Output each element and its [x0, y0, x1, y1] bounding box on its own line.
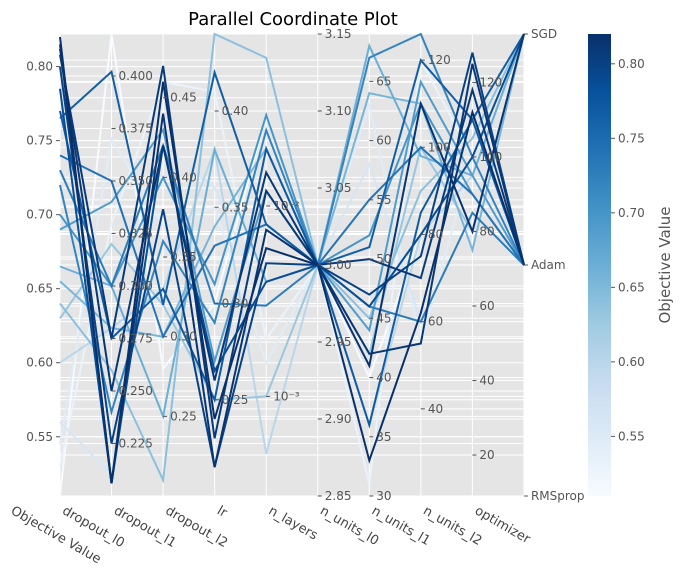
axis-tick-label: 0.300: [119, 279, 153, 293]
trial-line: [59, 33, 525, 484]
axis-tick-label: 60: [428, 315, 443, 329]
axis-tick-label: 0.275: [119, 332, 153, 346]
axis-name-label: n_layers: [266, 503, 321, 543]
axis-tick-label: 20: [479, 448, 494, 462]
colorbar-tick-label: 0.60: [618, 355, 645, 369]
axis-tick-label: 3.10: [325, 104, 352, 118]
trial-line: [59, 142, 525, 323]
axis-tick-label: 0.80: [26, 60, 53, 74]
axis-tick-label: 40: [479, 374, 494, 388]
axis-tick-label: 0.375: [119, 122, 153, 136]
axis-tick-label: SGD: [531, 27, 557, 41]
axis-tick-label: 0.350: [119, 174, 153, 188]
trial-line: [59, 33, 525, 401]
axis-tick-label: 0.40: [222, 104, 249, 118]
colorbar-tick-label: 0.65: [618, 280, 645, 294]
trial-line: [59, 36, 525, 484]
colorbar-tick-label: 0.75: [618, 131, 645, 145]
axis-tick-label: 100: [428, 140, 451, 154]
axis-tick-label: 0.25: [170, 409, 197, 423]
axis-tick-label: 0.60: [26, 356, 53, 370]
axis-tick-label: 10⁻²: [273, 199, 300, 213]
trial-line: [59, 33, 525, 484]
axis-tick-label: 0.65: [26, 282, 53, 296]
axis-tick-label: 0.75: [26, 134, 53, 148]
axis-tick-label: 0.30: [170, 330, 197, 344]
axis-tick-label: 0.35: [170, 250, 197, 264]
axis-tick-label: 0.250: [119, 384, 153, 398]
axis-tick-label: 0.325: [119, 227, 153, 241]
colorbar-tick-label: 0.70: [618, 206, 645, 220]
trial-line: [59, 33, 525, 306]
axis-tick-label: 80: [479, 224, 494, 238]
axis-tick-label: 0.35: [222, 200, 249, 214]
axis-tick-label: 3.05: [325, 181, 352, 195]
axis-tick-label: 0.70: [26, 208, 53, 222]
axis-tick-label: 80: [428, 227, 443, 241]
chart-title: Parallel Coordinate Plot: [188, 9, 398, 30]
axis-tick-label: 30: [376, 489, 391, 503]
trial-line: [59, 101, 525, 288]
axis-tick-label: 120: [428, 53, 451, 67]
trial-line: [59, 52, 525, 468]
axis-tick-label: 65: [376, 74, 391, 88]
axis-tick-label: 0.30: [222, 297, 249, 311]
trial-line: [59, 101, 525, 445]
axis-tick-label: 3.00: [325, 258, 352, 272]
axis-tick-label: 2.95: [325, 335, 352, 349]
axis-tick-label: 55: [376, 193, 391, 207]
axis-tick-label: 35: [376, 430, 391, 444]
trial-line: [59, 33, 525, 485]
trial-lines: [59, 32, 525, 497]
axis-tick-label: 60: [479, 299, 494, 313]
axis-tick-label: 3.15: [325, 27, 352, 41]
axis-tick-label: 0.400: [119, 69, 153, 83]
axis-tick-label: 0.45: [170, 91, 197, 105]
axis-tick-label: 0.55: [26, 430, 53, 444]
axis-tick-label: 45: [376, 311, 391, 325]
colorbar: 0.55 0.60 0.65 0.70 0.75 0.80 Objective Value: [588, 34, 674, 496]
axis-tick-label: 0.225: [119, 437, 153, 451]
colorbar-tick-label: 0.80: [618, 57, 645, 71]
axis-tick-label: 100: [479, 150, 502, 164]
axis-tick-label: 0.40: [170, 170, 197, 184]
axis-tick-label: 10⁻³: [273, 389, 300, 403]
axis-tick-label: Adam: [531, 258, 566, 272]
axis-tick-label: 60: [376, 134, 391, 148]
axis-tick-label: 50: [376, 252, 391, 266]
trial-line: [59, 48, 525, 392]
axis-tick-label: 2.85: [325, 489, 352, 503]
axis-tick-label: 120: [479, 75, 502, 89]
trial-line: [59, 54, 525, 439]
axis-name-label: Objective Value: [8, 503, 103, 567]
axis-name-label: lr: [214, 503, 230, 521]
axis-tick-label: 40: [376, 371, 391, 385]
colorbar-tick-label: 0.55: [618, 429, 645, 443]
axis-tick-label: 0.25: [222, 393, 249, 407]
axis-tick-label: RMSprop: [531, 489, 585, 503]
colorbar-label: Objective Value: [656, 206, 674, 323]
colorbar-gradient: [588, 34, 611, 496]
axis-tick-label: 2.90: [325, 412, 352, 426]
axis-tick-label: 40: [428, 402, 443, 416]
